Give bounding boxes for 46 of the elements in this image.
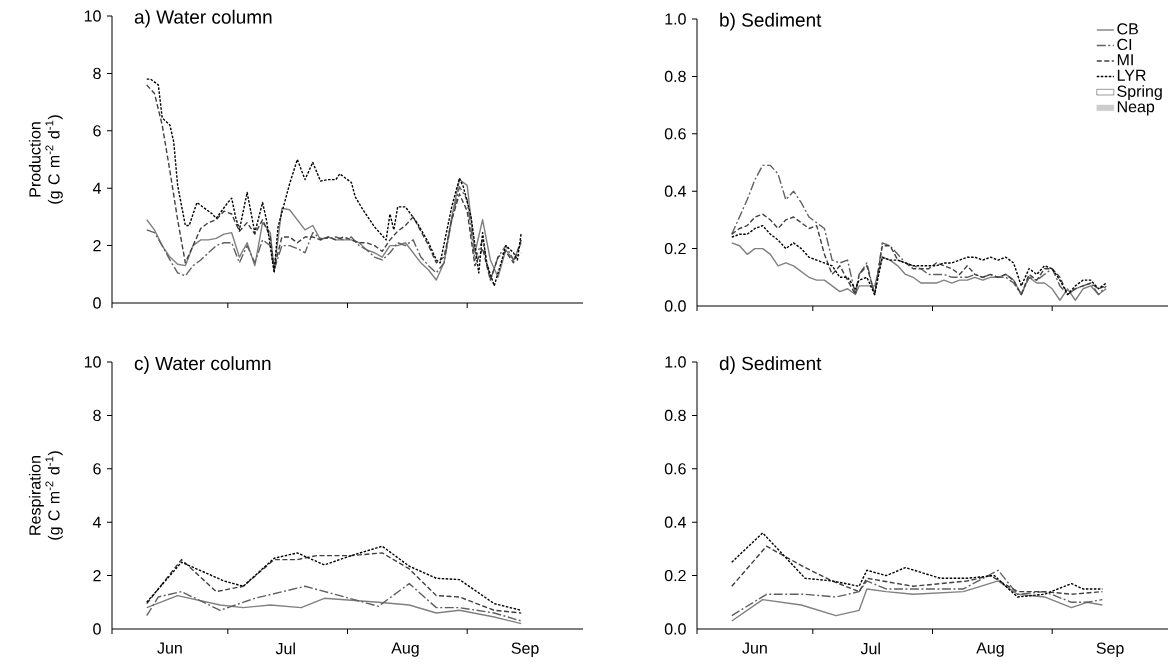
x-tick-label: Jul [275, 642, 295, 655]
y-tick-label: 0.2 [664, 569, 686, 582]
y-tick-label: 8 [93, 409, 101, 422]
y-tick-label: 8 [93, 67, 101, 80]
legend-label: MI [1117, 54, 1133, 66]
x-tick-label: Sep [511, 642, 539, 658]
y-tick-label: 1.0 [665, 13, 686, 25]
y-tick-label: 0.8 [664, 409, 686, 422]
x-tick-label: Jun [742, 642, 767, 654]
y-tick-label: 0.4 [664, 185, 686, 197]
y-tick-label: 1.0 [665, 356, 686, 368]
y-tick-label: 0 [93, 623, 101, 635]
line-series [146, 582, 522, 622]
legend-label: Spring [1117, 85, 1162, 101]
chart-title: b) Sediment [720, 12, 822, 31]
legend-label: Neap [1117, 101, 1155, 116]
legend-label: CI [1117, 38, 1132, 51]
x-tick-label: Jun [157, 642, 182, 654]
x-tick-label: Jul [860, 642, 880, 655]
chart-title: c) Water column [134, 356, 271, 374]
y-tick-label: 2 [93, 240, 101, 252]
y-tick-label: 10 [84, 356, 101, 368]
y-tick-label: 4 [92, 182, 101, 194]
chart-title: d) Sediment [719, 356, 822, 374]
chart-title: a) Water column [134, 9, 272, 28]
y-tick-label: 0.0 [664, 623, 686, 635]
y-tick-label: 10 [84, 10, 101, 22]
y-tick-label: 4 [92, 516, 101, 528]
line-series [731, 580, 1104, 622]
legend-label: CB [1117, 23, 1138, 35]
y-tick-label: 2 [93, 570, 101, 582]
y-tick-label: 6 [93, 463, 101, 475]
x-tick-label: Aug [391, 642, 419, 657]
y-tick-label: 0.0 [664, 300, 686, 312]
y-tick-label: 0.2 [664, 242, 686, 255]
line-series [731, 545, 1104, 595]
y-tick-label: 6 [93, 125, 101, 137]
line-series [146, 594, 522, 625]
x-tick-label: Aug [976, 642, 1004, 657]
y-tick-label: 0.6 [664, 463, 686, 475]
x-tick-label: Sep [1096, 642, 1124, 658]
y-tick-label: 0 [93, 297, 101, 309]
legend-label: LYR [1117, 69, 1146, 81]
y-tick-label: 0.6 [664, 128, 686, 140]
y-tick-label: 0.8 [664, 70, 686, 83]
y-tick-label: 0.4 [664, 516, 686, 528]
